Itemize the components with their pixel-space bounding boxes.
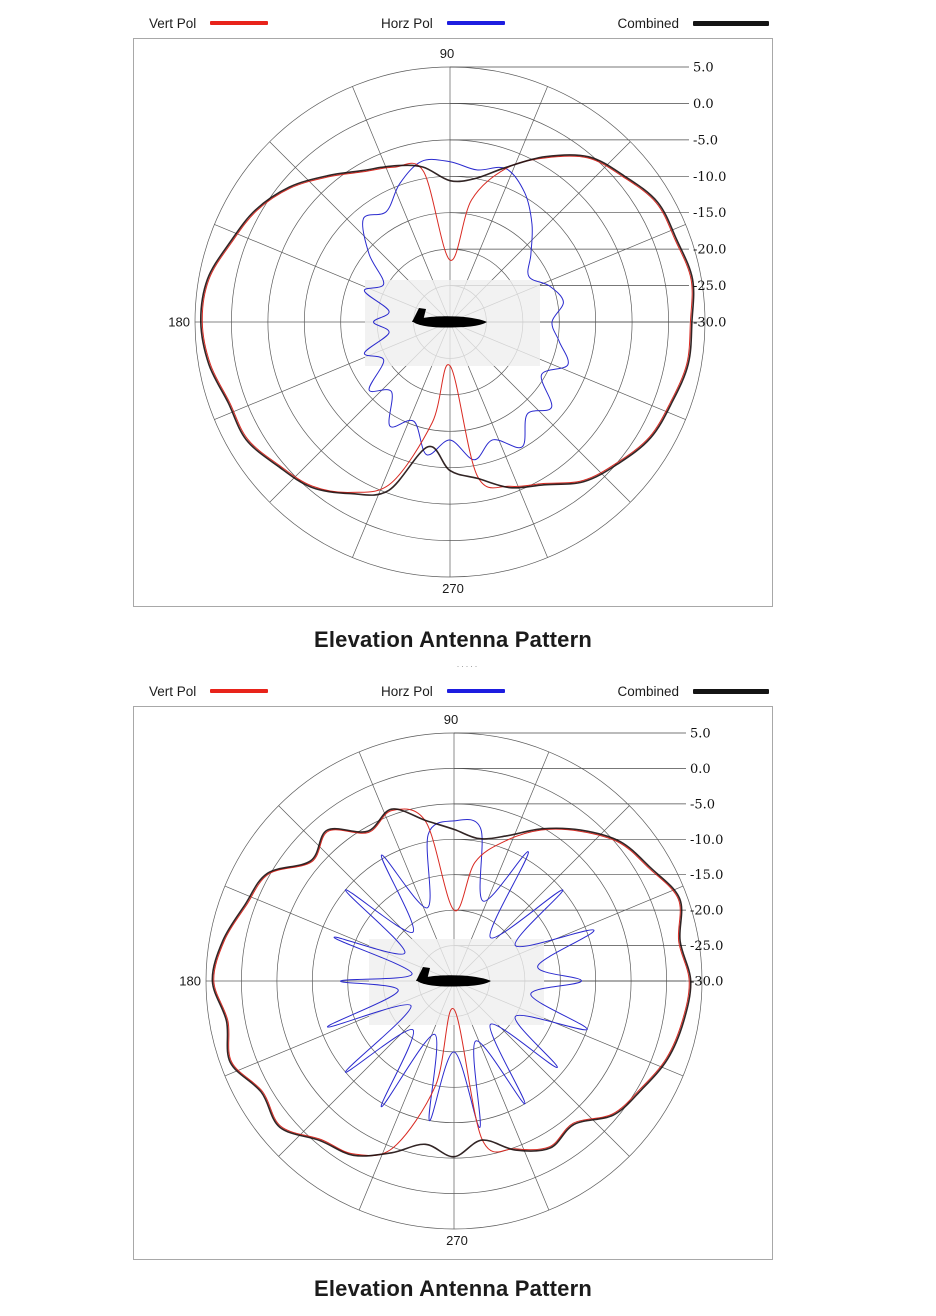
combined-line-swatch: [693, 688, 769, 694]
radial-tick-label: -30.0: [693, 316, 726, 331]
radial-tick-label: -10.0: [690, 833, 723, 848]
legend-label-combined: Combined: [617, 683, 679, 699]
aircraft-silhouette: [416, 967, 491, 987]
legend-item-vert-pol: Vert Pol: [149, 15, 269, 31]
radial-tick-label: -5.0: [693, 133, 718, 148]
angle-label-180: 180: [179, 974, 201, 989]
radial-tick-label: -20.0: [690, 904, 723, 919]
vert-pol-line-swatch: [210, 689, 269, 693]
angle-label-90: 90: [444, 712, 458, 727]
legend-label-combined: Combined: [617, 15, 679, 31]
legend-item-horz-pol: Horz Pol: [381, 16, 505, 31]
radial-tick-label: -5.0: [690, 797, 715, 812]
series-combined: [211, 808, 692, 1158]
aircraft-silhouette: [412, 308, 487, 328]
angle-labels: 90 180 270: [168, 46, 464, 596]
radial-tick-label: 0.0: [693, 97, 714, 112]
radial-tick-label: -25.0: [693, 279, 726, 294]
radial-tick-label: -10.0: [693, 170, 726, 185]
angle-label-270: 270: [446, 1233, 468, 1248]
legend-item-combined: Combined: [617, 684, 769, 699]
radial-tick-label: -25.0: [690, 939, 723, 954]
radial-tick-label: -15.0: [690, 868, 723, 883]
legend-item-vert-pol: Vert Pol: [149, 683, 269, 699]
series-vert-pol: [201, 155, 693, 493]
radial-tick-label: 0.0: [690, 762, 711, 777]
radial-tick-label: -20.0: [693, 243, 726, 258]
legend-item-combined: Combined: [617, 16, 769, 31]
horz-pol-line-swatch: [446, 689, 505, 693]
series-combined: [199, 154, 695, 496]
angle-label-90: 90: [440, 46, 454, 61]
polar-plot-bottom: 90 180 270 5.0 0.0 -5.0 -10.0 -15.0 -20.0 -25.0 -3…: [179, 712, 723, 1248]
radial-tick-label: 5.0: [693, 61, 714, 76]
radial-tick-label: 5.0: [690, 727, 711, 742]
legend-label-vert-pol: Vert Pol: [149, 683, 197, 699]
legend-label-horz-pol: Horz Pol: [380, 15, 433, 31]
cropped-text: .....: [456, 659, 480, 669]
radial-tick-label: -15.0: [693, 206, 726, 221]
radial-tick-labels: 5.0 0.0 -5.0 -10.0 -15.0 -20.0 -25.0 -30.0: [690, 727, 723, 990]
series-horz-pol: [362, 158, 569, 461]
legend-bottom: Vert Pol Horz Pol Combined: [133, 681, 773, 701]
horz-pol-line-swatch: [446, 21, 505, 25]
polar-plot-top: 90 180 270 5.0 0.0 -5.0 -10.0 -15.0 -20.0 -25.0 -3…: [168, 46, 726, 596]
vert-pol-line-swatch: [210, 21, 269, 25]
legend-label-vert-pol: Vert Pol: [149, 15, 197, 31]
series-vert-pol: [213, 808, 690, 1157]
angle-label-180: 180: [168, 315, 190, 330]
chart-caption-top: Elevation Antenna Pattern: [313, 627, 592, 652]
polar-plot-frame-bottom: 90 180 270 5.0 0.0 -5.0 -10.0 -15.0 -20.0 -25.0 -3…: [133, 706, 773, 1260]
chart-block-top: Vert Pol Horz Pol Combined 90 180 270 5.0 0.…: [133, 0, 773, 653]
combined-line-swatch: [693, 20, 769, 26]
legend-label-horz-pol: Horz Pol: [380, 683, 433, 699]
chart-caption-bottom: Elevation Antenna Pattern: [313, 1276, 592, 1301]
angle-label-270: 270: [442, 581, 464, 596]
radial-tick-label: -30.0: [690, 975, 723, 990]
chart-block-bottom: Vert Pol Horz Pol Combined 90 180 270 5.0 0.…: [133, 675, 773, 1302]
legend-item-horz-pol: Horz Pol: [381, 684, 505, 699]
radial-tick-labels: 5.0 0.0 -5.0 -10.0 -15.0 -20.0 -25.0 -30.0: [693, 61, 726, 331]
polar-plot-frame-top: 90 180 270 5.0 0.0 -5.0 -10.0 -15.0 -20.0 -25.0 -3…: [133, 38, 773, 607]
angle-labels: 90 180 270: [179, 712, 468, 1248]
legend-top: Vert Pol Horz Pol Combined: [133, 13, 773, 33]
series-horz-pol: [326, 818, 595, 1129]
